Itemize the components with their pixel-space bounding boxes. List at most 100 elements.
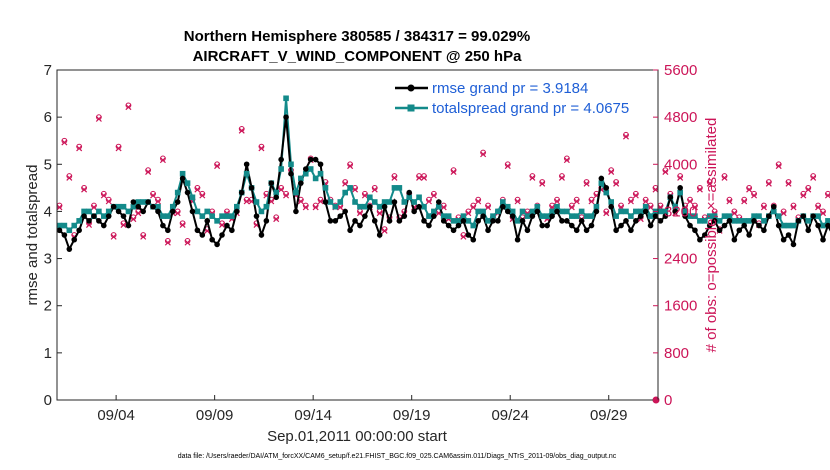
right-y-tick-label: 4800 (664, 109, 697, 126)
rmse-point (91, 213, 97, 219)
rmse-point (618, 222, 624, 229)
rmse-point (258, 232, 265, 238)
spread-point (751, 213, 757, 219)
rmse-point (435, 199, 442, 205)
rmse-point (647, 222, 654, 229)
rmse-point (711, 218, 718, 224)
obs-assimilated-point (56, 204, 63, 211)
spread-point (298, 175, 304, 182)
legend-rmse-marker (407, 84, 415, 92)
rmse-point (371, 218, 378, 224)
rmse-point (770, 203, 777, 210)
right-y-tick-label: 4000 (664, 156, 697, 173)
obs-assimilated-point (174, 210, 181, 217)
y-tick-label: 6 (44, 109, 52, 126)
obs-assimilated-point (480, 151, 487, 158)
spread-point (775, 213, 782, 219)
spread-point (184, 180, 191, 186)
obs-assimilated-point (105, 198, 112, 205)
rmse-point (357, 222, 363, 229)
obs-assimilated-point (61, 139, 68, 146)
rmse-point (174, 199, 181, 205)
spread-point (761, 218, 767, 224)
x-tick-label: 09/29 (590, 407, 628, 424)
rmse-point (234, 208, 240, 215)
obs-assimilated-point (120, 221, 127, 229)
obs-assimilated-point (219, 221, 226, 229)
rmse-point (105, 213, 112, 219)
spread-point (618, 208, 624, 215)
rmse-point (61, 232, 68, 238)
rmse-point (790, 241, 797, 248)
right-y-tick-label: 2400 (664, 251, 697, 268)
data-file-footer: data file: /Users/raeder/DAI/ATM_forcXX/… (178, 453, 617, 460)
rmse-point (687, 222, 693, 229)
spread-point (785, 222, 792, 229)
obs-assimilated-point (450, 168, 457, 175)
rmse-point (623, 218, 629, 224)
obs-assimilated-point (529, 174, 536, 181)
rmse-point (756, 222, 762, 229)
spread-point (401, 199, 408, 205)
obs-assimilated-point (425, 198, 432, 205)
obs-assimilated-point (805, 186, 812, 193)
rmse-point (194, 227, 201, 234)
spread-point (273, 189, 280, 196)
obs-assimilated-point (278, 186, 285, 193)
rmse-point (376, 232, 383, 238)
y-tick-label: 4 (44, 203, 52, 220)
rmse-point (706, 222, 713, 229)
obs-assimilated-point (391, 174, 398, 181)
spread-point (736, 218, 743, 224)
rmse-point (140, 208, 147, 215)
rmse-point (298, 180, 304, 186)
rmse-point (268, 180, 275, 186)
rmse-point (775, 222, 782, 229)
rmse-point (716, 227, 723, 234)
rmse-point (544, 222, 550, 229)
obs-assimilated-point (361, 192, 368, 199)
rmse-point (549, 213, 555, 219)
rmse-point (332, 218, 339, 224)
rmse-point (795, 218, 802, 224)
y-axis-label: rmse and totalspread (24, 165, 41, 306)
spread-point (411, 199, 417, 205)
rmse-point (504, 208, 511, 215)
rmse-point (81, 213, 87, 219)
spread-point (672, 203, 679, 210)
spread-point (288, 161, 294, 168)
rmse-point (411, 208, 417, 215)
rmse-point (500, 203, 506, 210)
spread-point (105, 208, 112, 215)
rmse-point (76, 227, 82, 234)
spread-point (647, 213, 654, 219)
rmse-point (564, 218, 570, 224)
obs-assimilated-point (741, 198, 748, 205)
spread-point (825, 218, 830, 224)
spread-point (169, 203, 176, 210)
obs-assimilated-point (553, 198, 561, 205)
obs-assimilated-point (583, 180, 590, 187)
rmse-point (480, 213, 486, 219)
rmse-point (229, 227, 235, 234)
obs-assimilated-point (90, 204, 97, 211)
rmse-point (224, 222, 230, 229)
spread-point (770, 208, 777, 215)
rmse-point (519, 218, 526, 224)
rmse-point (327, 218, 334, 224)
obs-assimilated-point (273, 216, 280, 223)
spread-point (130, 203, 137, 210)
rmse-point (209, 236, 215, 243)
spread-point (559, 208, 565, 215)
spread-point (234, 203, 240, 210)
obs-assimilated-point (352, 186, 359, 193)
spread-point (573, 213, 580, 219)
spread-point (598, 180, 605, 186)
spread-point (613, 213, 619, 219)
rmse-point (721, 222, 728, 229)
legend-spread-marker (407, 104, 415, 112)
spread-point (204, 208, 211, 215)
obs-assimilated-point (110, 233, 117, 240)
obs-assimilated-point (430, 192, 437, 199)
